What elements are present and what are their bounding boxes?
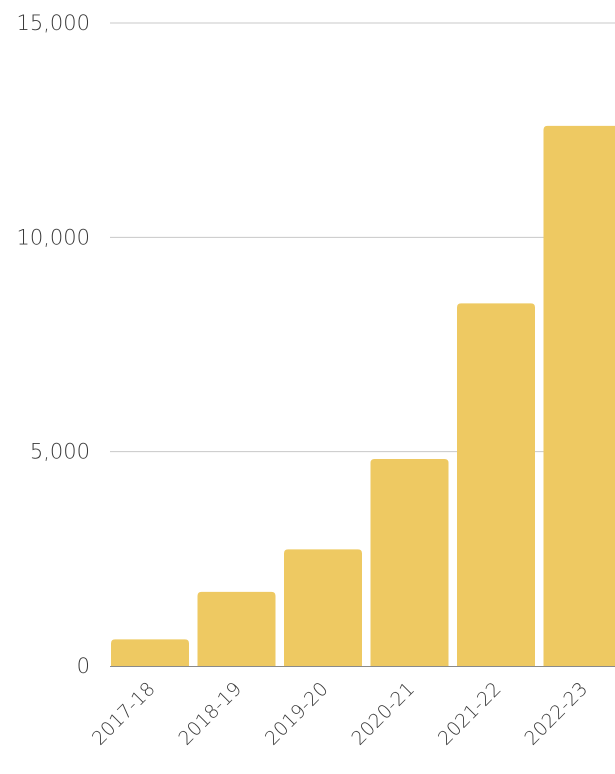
x-tick-label: 2018-19 xyxy=(174,678,246,750)
x-axis-ticks: 2017-18 2018-19 2019-20 2020-21 2021-22 2022-… xyxy=(88,678,592,750)
y-tick-label: 15,000 xyxy=(17,11,90,35)
bar-2019-20 xyxy=(284,549,362,666)
y-axis-ticks: 0 5,000 10,000 15,000 xyxy=(17,11,90,678)
y-tick-label: 5,000 xyxy=(30,440,90,464)
x-tick-label: 2021-22 xyxy=(434,678,506,750)
y-tick-label: 10,000 xyxy=(17,225,90,249)
bar-2018-19 xyxy=(197,591,276,666)
x-tick-label: 2017-18 xyxy=(88,678,160,750)
x-tick-label: 2022-23 xyxy=(520,678,592,750)
bar-2021-22 xyxy=(457,303,535,666)
x-tick-label: 2019-20 xyxy=(261,678,333,750)
bar-2022-23 xyxy=(543,125,615,666)
x-tick-label: 2020-21 xyxy=(347,678,419,750)
bar-2020-21 xyxy=(370,458,449,666)
gridlines xyxy=(110,22,615,667)
bar-2017-18 xyxy=(111,639,189,666)
y-tick-label: 0 xyxy=(77,654,90,678)
bars xyxy=(111,125,615,666)
